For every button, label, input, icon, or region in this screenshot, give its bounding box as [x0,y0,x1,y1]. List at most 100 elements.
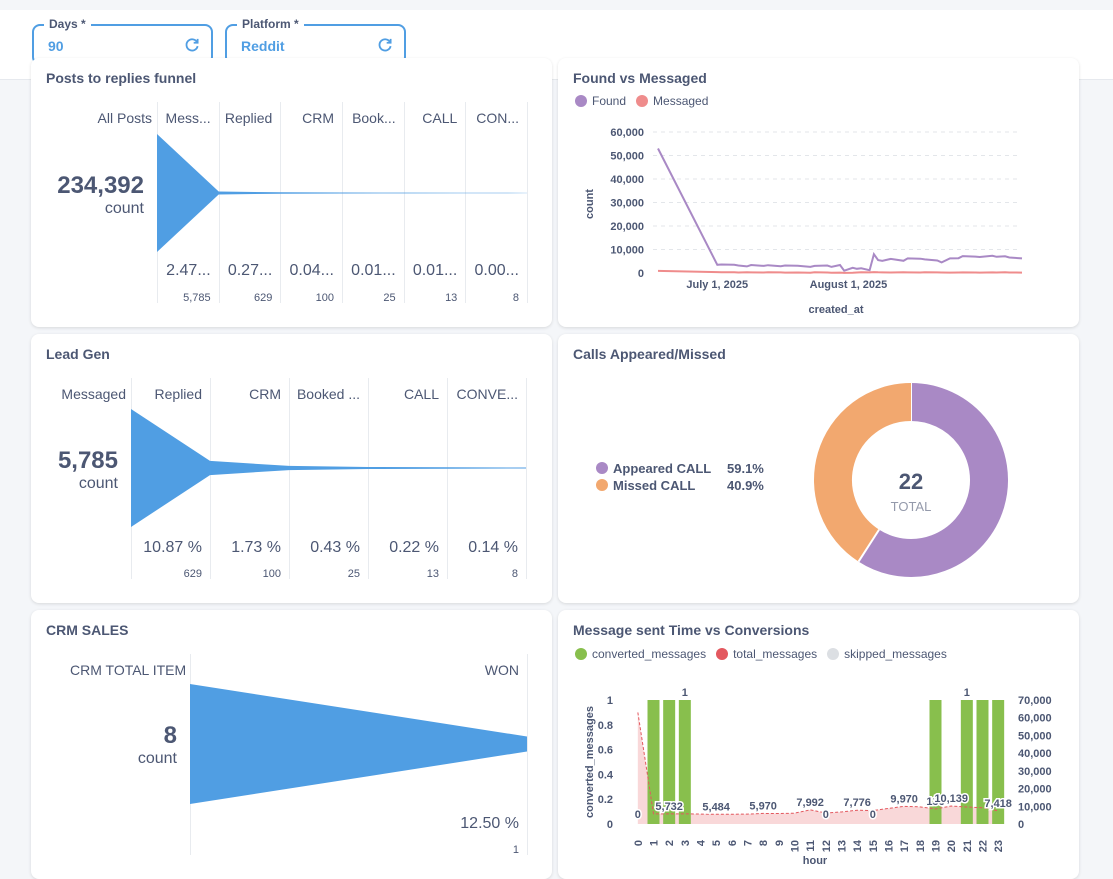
funnel-step-count: 8 [511,568,518,580]
legend-dot [575,648,587,660]
funnel-step-count: 5,785 [183,292,211,304]
x-tick-label: 23 [993,840,1005,852]
x-tick-label: 3 [680,840,692,846]
data-label: 7,776 [843,797,871,809]
funnel-step-pct: 0.27... [227,262,273,279]
funnel-first-step-label: Messaged [61,386,126,402]
funnel-column-divider [342,102,404,303]
legend-item-messaged[interactable]: Messaged [636,94,708,108]
legend-dot [636,95,649,107]
bar-converted [929,700,942,824]
legend-item-total[interactable]: total_messages [716,647,817,661]
funnel-shape [157,134,527,252]
funnel-column-divider [368,378,447,579]
funnel-column-divider [403,102,466,303]
x-axis-label: created_at [808,304,863,316]
platform-filter-value[interactable]: Reddit [241,38,285,54]
x-tick-label: July 1, 2025 [686,279,748,291]
y-tick-label-right: 10,000 [1018,801,1052,813]
x-tick-label: 8 [758,840,770,846]
x-tick-label: 22 [978,840,990,852]
funnel-step-pct: 10.87 % [143,539,202,556]
funnel-step-label: Replied [154,386,202,402]
donut-total-value: 22 [899,469,923,494]
funnel-first-step-label: CRM TOTAL ITEMS [70,662,185,678]
legend-dot [596,479,608,491]
y-tick-label-left: 0.6 [598,745,613,757]
legend-item-skipped[interactable]: skipped_messages [827,647,947,661]
funnel-step-label: CRM [249,386,281,402]
x-tick-label: 17 [899,840,911,852]
donut-total-label: TOTAL [891,499,932,514]
x-tick-label: 2 [664,840,676,846]
x-tick-label: 13 [837,840,849,852]
found-vs-messaged-card: Found vs Messaged Found Messaged 60,000 5… [558,58,1079,327]
funnel-column-divider [280,102,342,303]
legend-label: Messaged [653,94,709,108]
funnel-step-count: 100 [262,568,281,580]
funnel-step-count: 8 [512,292,519,304]
bar-converted [992,700,1005,824]
data-label: 1 [964,687,970,699]
y-tick-label: 10,000 [610,245,644,257]
card-title: CRM SALES [46,622,129,638]
funnel-step-pct: 1.73 % [231,539,281,556]
funnel-shape [190,684,527,804]
funnel-step-pct: 0.04... [289,262,334,279]
bar-converted [663,700,676,824]
reset-icon[interactable] [183,36,201,54]
funnel-step-label: CONVE... [456,386,518,402]
calls-card: Calls Appeared/Missed 22 TOTAL Appeared CA… [558,334,1079,603]
x-tick-label: 14 [852,839,864,852]
funnel-area [157,134,527,252]
y-tick-label: 40,000 [610,174,644,186]
data-label: 0 [870,809,876,821]
x-tick-label: 9 [774,840,786,846]
funnel-step-count: 13 [445,292,458,304]
data-label: 10,139 [934,793,968,805]
y-tick-label-right: 0 [1018,819,1024,831]
funnel-column-divider [527,654,528,855]
series-line-messaged [657,269,1023,274]
msg-time-chart: 10.80.60.40.20converted_messages70,00060… [584,686,1052,868]
x-tick-label: 7 [743,840,755,846]
funnel-step-label: CON... [476,110,519,126]
x-tick-label: 4 [696,839,708,846]
y-tick-label-right: 20,000 [1018,784,1052,796]
card-title: Message sent Time vs Conversions [573,622,810,638]
funnel-step-label: CALL [422,110,458,126]
funnel-step-pct: 0.14 % [468,539,518,556]
days-filter-value[interactable]: 90 [48,38,64,54]
legend-pct: 40.9% [727,478,764,493]
funnel-step-pct: 0.01... [412,262,458,279]
x-tick-label: 1 [649,840,661,846]
x-tick-label: 0 [633,840,645,846]
funnel-step-pct: 0.00... [474,262,519,279]
funnel-step-count: 13 [426,568,439,580]
data-label: 5,732 [655,801,683,813]
y-tick-label-left: 0.2 [598,794,613,806]
total-messages-line [637,712,999,815]
funnel-step-label: Mess... [165,110,211,126]
funnel-step-count: 629 [253,292,273,304]
funnel-total-label: count [78,475,118,492]
funnel-step-pct: 0.01... [351,262,396,279]
funnel-column-divider [218,102,281,303]
found-vs-messaged-chart: 60,000 50,000 40,000 30,000 20,000 10,000 0 cou… [584,127,1023,316]
funnel-column-divider [527,102,528,303]
legend-dot [716,648,729,660]
x-tick-label: 19 [931,840,943,852]
legend-item-converted[interactable]: converted_messages [575,647,706,661]
data-label: 0 [635,809,641,821]
funnel-total-label: count [137,750,177,767]
x-tick-label: 15 [868,840,880,852]
funnel-shape [131,409,526,527]
reset-icon[interactable] [376,36,394,54]
pie-slice [814,383,912,562]
funnel-column-divider [210,378,289,579]
legend-item-found[interactable]: Found [575,94,626,108]
bar-converted [678,700,691,824]
funnel-step-label: Book... [352,110,396,126]
funnel-step-count: 25 [347,568,360,580]
funnel-step-label: CRM [302,110,334,126]
